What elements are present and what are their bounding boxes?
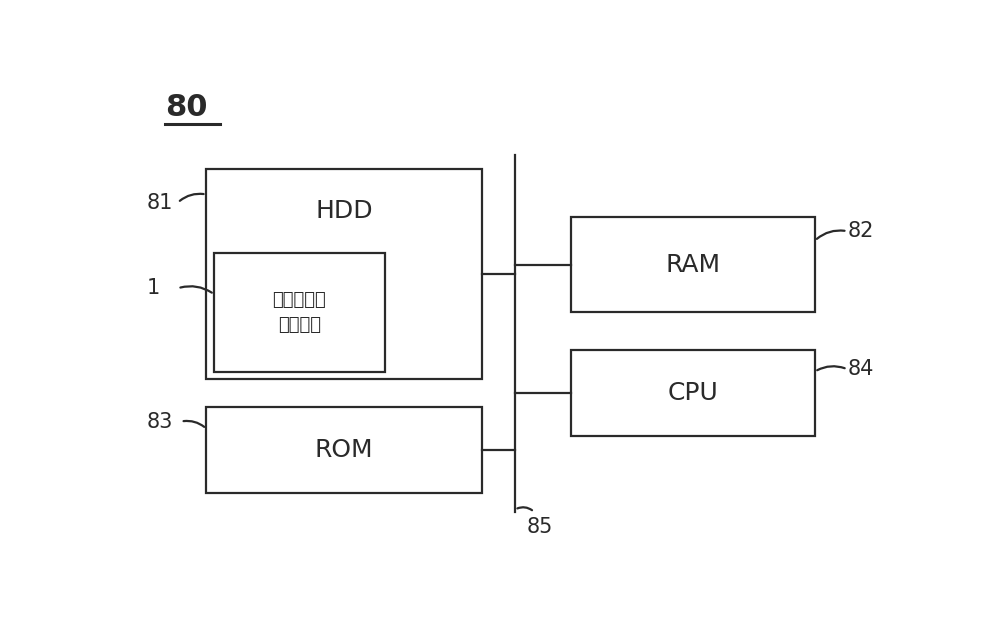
- Text: 81: 81: [147, 193, 173, 213]
- Bar: [206, 169, 482, 379]
- Text: 82: 82: [847, 221, 874, 241]
- Text: 84: 84: [847, 359, 874, 379]
- Text: RAM: RAM: [665, 253, 720, 276]
- Text: 合成心电图
生成程序: 合成心电图 生成程序: [272, 290, 326, 334]
- Text: 83: 83: [147, 412, 173, 431]
- Text: 1: 1: [147, 278, 160, 298]
- Bar: [571, 350, 815, 436]
- Text: 80: 80: [165, 93, 208, 122]
- Text: ROM: ROM: [315, 438, 373, 462]
- Text: 85: 85: [526, 517, 553, 536]
- Bar: [214, 253, 385, 371]
- Text: CPU: CPU: [667, 381, 718, 405]
- Bar: [571, 217, 815, 312]
- Text: HDD: HDD: [315, 199, 373, 223]
- Bar: [206, 407, 482, 493]
